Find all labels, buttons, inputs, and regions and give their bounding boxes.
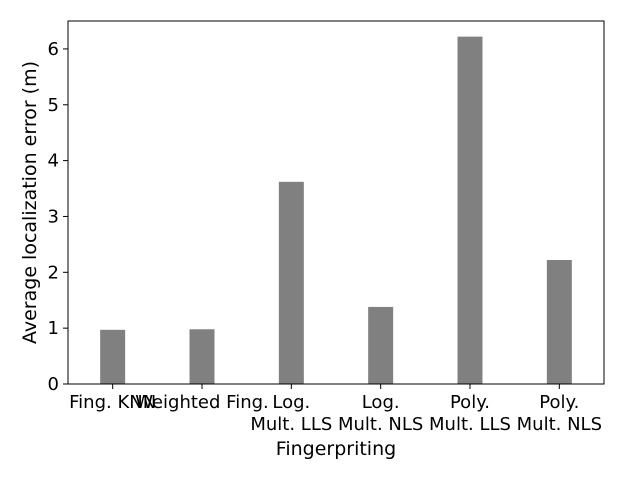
y-tick-label: 1 <box>48 318 59 339</box>
plot-frame <box>67 20 605 385</box>
y-tick-label: 3 <box>48 206 59 227</box>
bar-4 <box>457 36 483 384</box>
x-tick-label-0: Fing. KNN <box>69 392 156 413</box>
x-tick-label-4: Poly. Mult. LLS <box>429 392 511 435</box>
x-tick-label-line: Mult. LLS <box>429 414 511 435</box>
bar-1 <box>189 329 215 384</box>
x-tick-label-3: Log. Mult. NLS <box>338 392 423 435</box>
x-tick-label-1: Weighted Fing. <box>135 392 269 413</box>
bar-0 <box>100 329 126 384</box>
x-tick-label-line: Log. <box>362 392 400 413</box>
bar-5 <box>546 260 572 384</box>
x-tick-label-line: Poly. <box>539 392 579 413</box>
bars-layer <box>100 36 572 384</box>
y-axis-label: Average localization error (m) <box>19 61 41 344</box>
y-tick-label: 4 <box>48 151 59 172</box>
y-axis-ticks: 0 1 2 3 4 5 6 <box>48 39 68 395</box>
x-tick-label-5: Poly. Mult. NLS <box>517 392 602 435</box>
x-tick-label-2: Log. Mult. LLS <box>250 392 332 435</box>
x-tick-label-line: Poly. <box>450 392 490 413</box>
bar-2 <box>278 181 304 384</box>
y-tick-label: 6 <box>48 39 59 60</box>
x-tick-label-line: Mult. NLS <box>338 414 423 435</box>
x-tick-label-line: Weighted Fing. <box>135 392 269 413</box>
x-tick-label-line: Fing. KNN <box>69 392 156 413</box>
x-tick-label-line: Mult. LLS <box>250 414 332 435</box>
y-tick-label: 2 <box>48 262 59 283</box>
y-tick-label: 0 <box>48 374 59 395</box>
x-tick-label-line: Mult. NLS <box>517 414 602 435</box>
x-tick-label-line: Log. <box>272 392 310 413</box>
x-axis-label: Fingerpriting <box>276 438 396 460</box>
y-tick-label: 5 <box>48 95 59 116</box>
bar-3 <box>368 306 394 384</box>
